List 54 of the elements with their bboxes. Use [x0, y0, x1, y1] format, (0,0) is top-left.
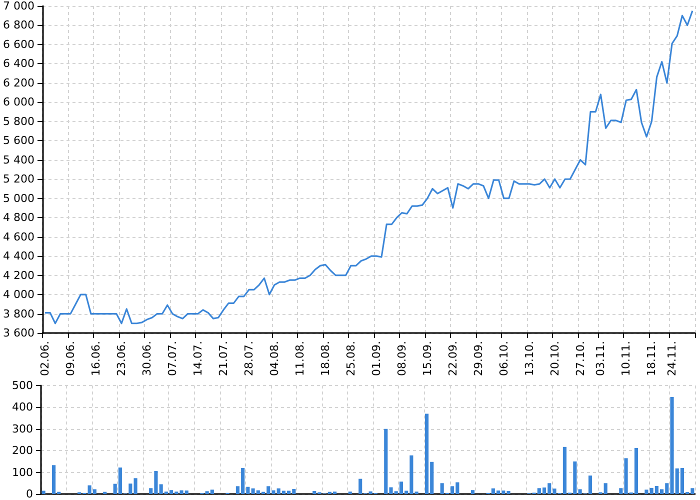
x-tick-label: 14.07. — [191, 341, 204, 376]
y-tick-label: 4 200 — [2, 268, 34, 282]
y-tick-label: 4 000 — [2, 288, 34, 302]
x-tick-label: 11.08. — [293, 341, 306, 376]
x-tick-label: 24.11. — [666, 341, 679, 376]
y-tick-label: 4 600 — [2, 230, 34, 244]
x-tick-label: 07.07. — [166, 341, 179, 376]
y-tick-label: 3 600 — [2, 326, 34, 340]
y-tick-label: 3 800 — [2, 307, 34, 320]
x-tick-label: 15.09. — [420, 341, 434, 376]
x-tick-label: 29.09. — [472, 341, 485, 376]
bar — [42, 490, 46, 494]
y-tick-label: 400 — [12, 400, 33, 414]
x-tick-label: 06.10. — [497, 341, 510, 376]
bar — [644, 490, 648, 494]
y-tick-label: 6 400 — [2, 57, 34, 70]
x-tick-label: 13.10. — [522, 341, 536, 376]
x-tick-label: 16.06. — [90, 341, 103, 376]
y-tick-label: 5 800 — [2, 114, 34, 128]
x-tick-label: 01.09. — [370, 341, 383, 376]
y-tick-label: 5 200 — [2, 172, 34, 186]
y-tick-label: 200 — [12, 444, 33, 458]
y-tick-label: 100 — [12, 466, 33, 479]
y-tick-label: 6 200 — [2, 76, 34, 90]
x-tick-label: 20.10. — [548, 341, 562, 376]
x-tick-label: 28.07. — [242, 341, 256, 376]
y-tick-label: 6 600 — [2, 38, 34, 51]
x-tick-label: 25.08. — [344, 341, 358, 376]
x-tick-label: 10.11. — [620, 341, 633, 376]
y-tick-label: 500 — [12, 379, 33, 392]
x-tick-label: 08.09. — [395, 341, 408, 376]
x-tick-label: 18.08. — [318, 341, 332, 376]
y-tick-label: 7 000 — [2, 0, 34, 12]
y-tick-label: 5 400 — [2, 153, 34, 166]
x-tick-label: 30.06. — [140, 341, 154, 376]
y-tick-label: 5 000 — [2, 192, 34, 205]
line-series — [44, 10, 694, 324]
x-tick-label: 18.11. — [645, 341, 658, 376]
y-tick-label: 300 — [12, 422, 33, 436]
y-tick-label: 4 800 — [2, 211, 34, 224]
y-tick-label: 5 600 — [2, 134, 34, 148]
y-tick-label: 4 400 — [2, 250, 34, 263]
y-tick-label: 6 800 — [2, 18, 34, 32]
x-tick-label: 09.06. — [64, 341, 78, 376]
bar — [470, 490, 475, 494]
x-tick-label: 22.09. — [446, 341, 460, 376]
y-tick-label: 0 — [26, 488, 33, 500]
x-tick-label: 03.11. — [594, 341, 608, 376]
x-tick-label: 21.07. — [216, 341, 230, 376]
x-tick-label: 04.08. — [268, 341, 281, 376]
y-tick-label: 6 000 — [2, 96, 34, 109]
x-tick-label: 02.06. — [38, 341, 52, 376]
x-tick-label: 23.06. — [115, 341, 128, 376]
x-tick-label: 27.10. — [574, 341, 587, 376]
